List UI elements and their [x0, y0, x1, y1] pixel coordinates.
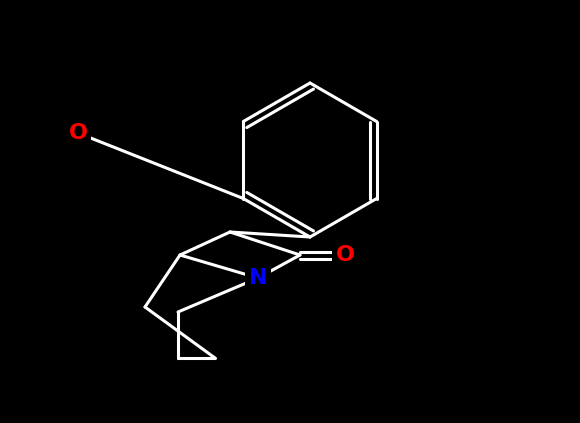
- Text: O: O: [68, 123, 88, 143]
- Text: N: N: [249, 268, 267, 288]
- Text: O: O: [335, 245, 354, 265]
